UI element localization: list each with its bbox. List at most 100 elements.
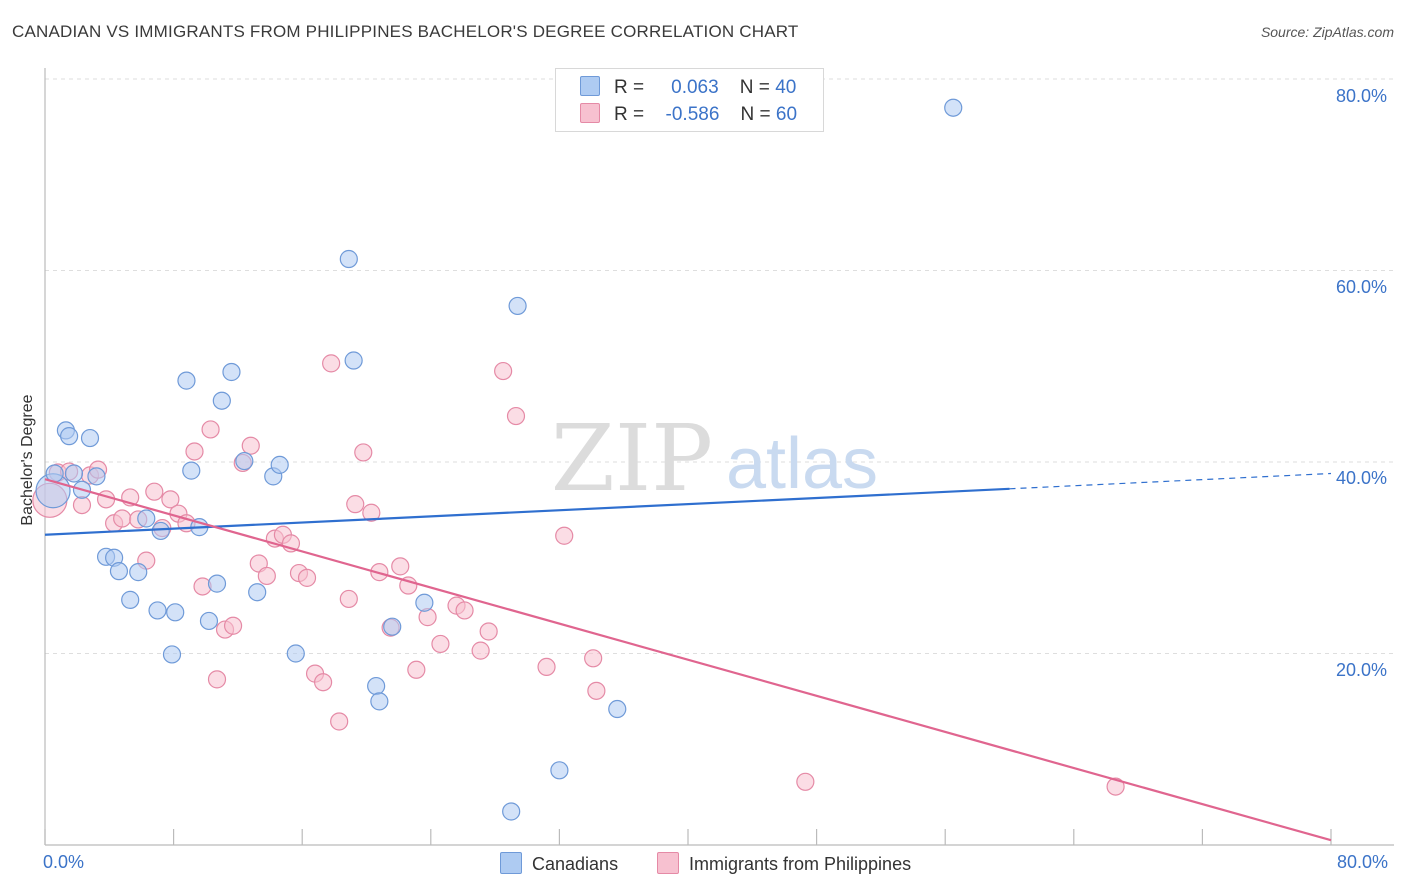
legend-row-canadians: R = 0.063 N = 40 <box>580 76 796 98</box>
philippines-point <box>506 406 526 426</box>
philippines-point <box>330 712 349 731</box>
canadians-point <box>60 427 79 446</box>
y-tick-label-40: 40.0% <box>1336 468 1388 488</box>
philippines-point <box>241 436 260 455</box>
philippines-legend-swatch <box>657 852 679 874</box>
canadians-point <box>212 391 231 410</box>
philippines-swatch <box>580 103 600 123</box>
canadians-point <box>64 464 84 483</box>
canadians-point <box>415 593 434 612</box>
canadians-point <box>129 563 148 582</box>
philippines-point <box>555 526 574 545</box>
canadians-point <box>199 611 219 631</box>
canadians-point <box>166 603 185 622</box>
philippines-point <box>313 673 333 692</box>
philippines-point <box>471 641 490 660</box>
canadians-point <box>109 562 129 581</box>
canadians-point <box>121 590 140 609</box>
canadians-point <box>87 467 106 486</box>
canadians-point <box>207 574 227 593</box>
legend-n-label: N = <box>740 104 771 125</box>
canadians-point <box>137 509 156 528</box>
philippines-point <box>1106 777 1125 796</box>
watermark: ZIP atlas <box>551 405 878 512</box>
philippines-point <box>362 503 381 522</box>
canadians-point <box>608 699 627 719</box>
philippines-legend-label: Immigrants from Philippines <box>689 854 912 874</box>
chart-title: CANADIAN VS IMMIGRANTS FROM PHILIPPINES … <box>12 22 799 41</box>
philippines-point <box>322 354 341 373</box>
philippines-point <box>354 443 373 462</box>
legend-n-value: 40 <box>775 77 797 98</box>
canadians-trend-line <box>44 487 1010 536</box>
legend-n-value: 60 <box>775 104 798 125</box>
philippines-point <box>479 622 498 641</box>
canadians-trend-extension <box>1009 472 1332 490</box>
x-axis-min-label: 0.0% <box>43 852 85 872</box>
philippines-point <box>223 616 243 635</box>
legend-item-canadians: Canadians <box>500 852 618 875</box>
canadians-point <box>222 362 241 382</box>
philippines-point <box>145 482 164 501</box>
canadians-point <box>370 692 389 711</box>
watermark-zip: ZIP <box>551 405 713 512</box>
canadians-point <box>550 761 569 780</box>
watermark-atlas: atlas <box>726 424 878 504</box>
canadians-point <box>177 371 196 390</box>
philippines-point <box>455 601 474 620</box>
legend-row-philippines: R = -0.586 N = 60 <box>580 103 797 125</box>
canadians-point <box>502 802 521 821</box>
philippines-point <box>584 649 603 668</box>
philippines-point <box>346 495 365 514</box>
canadians-point <box>182 461 201 480</box>
canadians-legend-swatch <box>500 852 522 874</box>
canadians-point <box>508 296 527 316</box>
y-tick-label-60: 60.0% <box>1336 277 1388 297</box>
y-tick-label-80: 80.0% <box>1336 86 1388 106</box>
correlation-legend: R = 0.063 N = 40 R = -0.586 N = 60 <box>555 68 824 132</box>
philippines-point <box>113 509 132 528</box>
philippines-point <box>201 420 220 439</box>
philippines-point <box>96 490 116 509</box>
legend-n-label: N = <box>739 77 770 98</box>
philippines-point <box>431 634 450 654</box>
canadians-swatch <box>580 76 600 96</box>
canadians-point <box>944 98 963 117</box>
legend-r-label: R = <box>614 104 645 125</box>
philippines-point <box>207 670 227 689</box>
canadians-point <box>270 455 289 474</box>
philippines-point <box>587 681 606 700</box>
canadians-point <box>162 645 182 664</box>
philippines-point <box>257 566 276 586</box>
axes <box>44 68 1394 846</box>
y-axis-title: Bachelor's Degree <box>19 394 36 526</box>
philippines-point <box>407 660 426 679</box>
legend-item-philippines: Immigrants from Philippines <box>657 852 911 875</box>
canadians-point <box>286 644 305 663</box>
canadians-point <box>383 617 402 636</box>
philippines-point <box>161 490 180 509</box>
canadians-legend-label: Canadians <box>532 854 619 874</box>
philippines-point <box>297 568 317 587</box>
philippines-point <box>72 495 92 515</box>
gridlines <box>45 78 1394 654</box>
source-label: Source: ZipAtlas.com <box>1260 24 1394 40</box>
legend-r-value: 0.063 <box>671 77 719 98</box>
philippines-point <box>796 772 815 791</box>
y-tick-label-20: 20.0% <box>1336 660 1388 680</box>
x-axis-max-label: 80.0% <box>1337 852 1389 872</box>
canadians-point <box>367 676 386 696</box>
canadians-point <box>339 249 358 269</box>
canadians-point <box>248 583 267 602</box>
canadians-points <box>35 98 963 821</box>
philippines-point <box>339 589 358 609</box>
philippines-point <box>391 557 410 576</box>
philippines-point <box>537 657 556 677</box>
legend-r-value: -0.586 <box>665 104 720 125</box>
philippines-point <box>185 442 204 461</box>
canadians-point <box>148 601 167 620</box>
canadians-point <box>235 451 254 471</box>
canadians-point <box>80 428 100 448</box>
canadians-point <box>151 521 170 541</box>
